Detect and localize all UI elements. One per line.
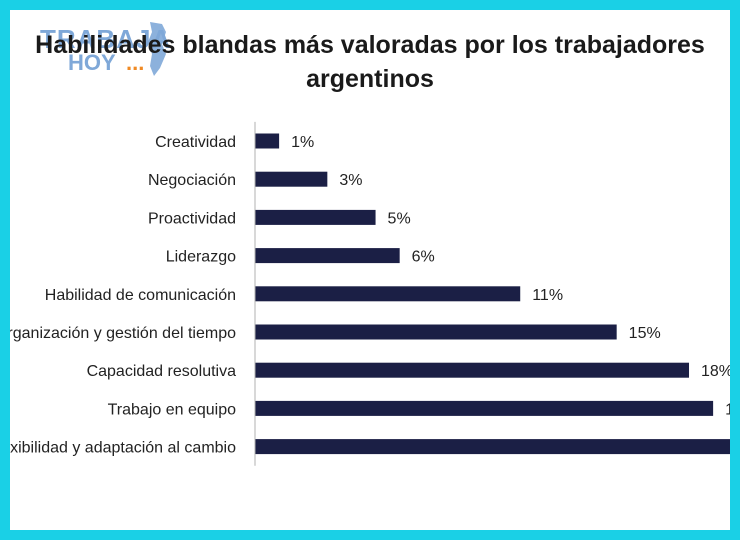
bar [255, 133, 280, 149]
bar [255, 248, 400, 264]
logo-line-1: TRABAJA [40, 24, 171, 54]
chart-title-line-2: argentinos [306, 65, 434, 93]
category-label: Creatividad [155, 134, 236, 151]
chart-title-line-1: Habilidades blandas más valoradas por lo… [35, 31, 705, 59]
category-label: Trabajo en equipo [108, 401, 236, 418]
category-label: Negociación [148, 172, 236, 189]
value-label: 6% [412, 249, 435, 266]
bar [255, 439, 730, 455]
value-label: 15% [629, 325, 661, 342]
argentina-map-icon [148, 22, 166, 76]
chart-title: Habilidades blandas más valoradas por lo… [10, 28, 730, 96]
category-label: Capacidad resolutiva [87, 363, 237, 380]
category-label: Habilidad de comunicación [45, 287, 236, 304]
bar [255, 324, 617, 340]
bar [255, 400, 714, 416]
bars-group: Creatividad 1% Negociación 3% Proactividad 5%… [10, 133, 730, 457]
value-label: 3% [339, 172, 362, 189]
category-label: Organización y gestión del tiempo [10, 325, 236, 342]
value-label: 5% [388, 210, 411, 227]
trabaja-hoy-logo: TRABAJA HOY ... [40, 22, 171, 76]
logo-line-2: HOY [68, 50, 116, 75]
category-label: Flexibilidad y adaptación al cambio [10, 440, 236, 457]
chart-frame: TRABAJA HOY ... Habilidades blandas más … [10, 10, 730, 530]
bar [255, 171, 328, 187]
value-label: 11% [532, 287, 563, 304]
value-label: 18% [701, 363, 730, 380]
bar-chart: Creatividad 1% Negociación 3% Proactividad 5%… [10, 121, 730, 466]
bar [255, 362, 690, 378]
value-label: 19% [725, 401, 730, 418]
category-label: Proactividad [148, 210, 236, 227]
bar [255, 209, 376, 225]
value-label: 1% [291, 134, 314, 151]
category-label: Liderazgo [166, 249, 236, 266]
logo-dots: ... [126, 50, 144, 75]
bar [255, 286, 521, 302]
